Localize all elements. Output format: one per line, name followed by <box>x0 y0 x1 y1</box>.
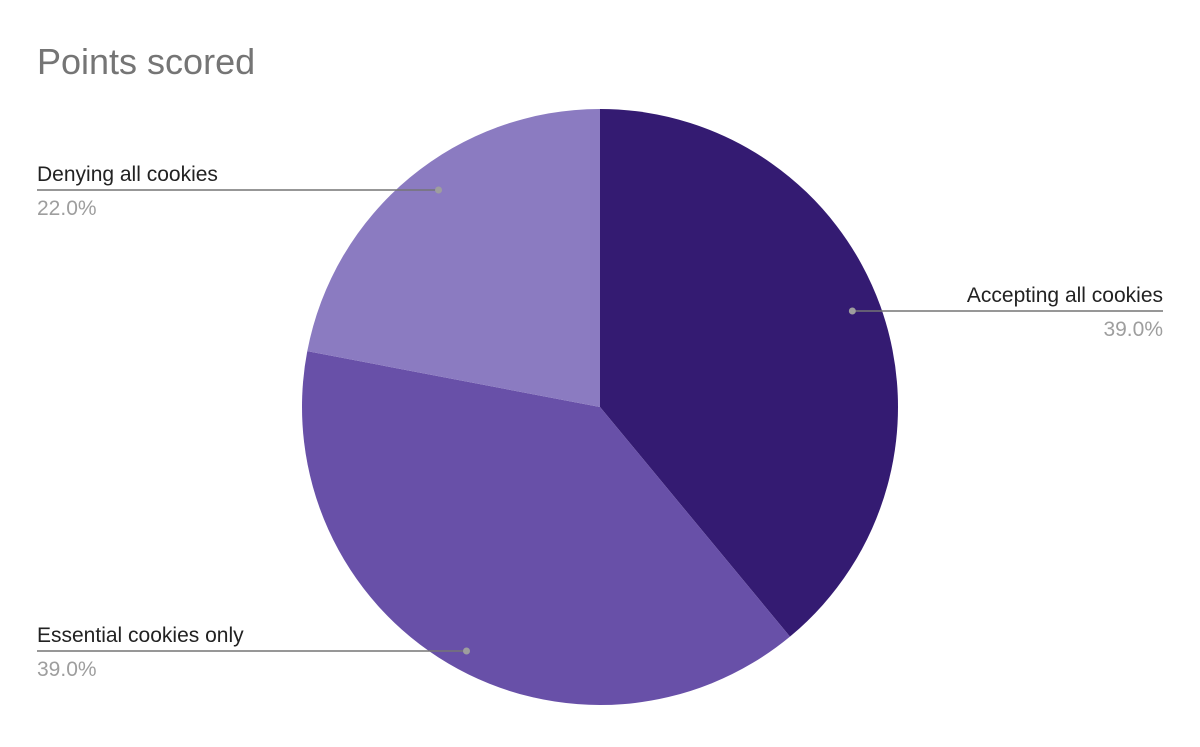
pie-slice-essential-cookies-only <box>301 351 790 706</box>
slice-percent-essential-cookies-only: 39.0% <box>37 658 97 681</box>
slice-label-denying-all-cookies: Denying all cookies <box>37 163 218 186</box>
pie-slices <box>301 108 898 706</box>
chart-title: Points scored <box>37 41 255 82</box>
slice-percent-accepting-all-cookies: 39.0% <box>1103 318 1163 341</box>
pie-slice-accepting-all-cookies <box>600 109 898 637</box>
pie-slice-denying-all-cookies <box>307 108 600 408</box>
leader-dot-essential-cookies-only <box>463 647 471 655</box>
pie-labels: Accepting all cookies 39.0% Essential cook… <box>37 163 1163 681</box>
slice-percent-denying-all-cookies: 22.0% <box>37 197 97 220</box>
slice-label-accepting-all-cookies: Accepting all cookies <box>967 284 1163 307</box>
slice-label-essential-cookies-only: Essential cookies only <box>37 624 244 647</box>
leader-dot-denying-all-cookies <box>435 186 443 194</box>
leader-dot-accepting-all-cookies <box>848 307 856 315</box>
